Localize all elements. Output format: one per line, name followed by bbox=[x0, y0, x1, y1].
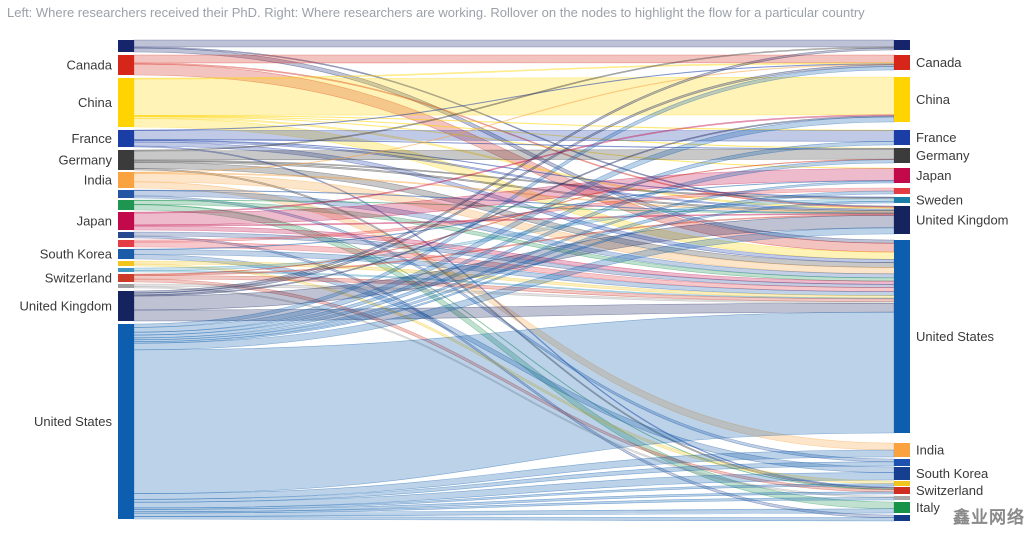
node-label-l_china: China bbox=[78, 95, 113, 110]
sankey-node-l3[interactable] bbox=[118, 232, 134, 238]
node-label-r_china: China bbox=[916, 92, 951, 107]
sankey-node-l_swiss[interactable] bbox=[118, 274, 134, 282]
sankey-node-r_swiss[interactable] bbox=[894, 487, 910, 494]
node-label-l_japan: Japan bbox=[77, 214, 112, 229]
sankey-node-l_usa[interactable] bbox=[118, 324, 134, 519]
sankey-node-r_italy[interactable] bbox=[894, 502, 910, 513]
node-label-r_sweden: Sweden bbox=[916, 193, 963, 208]
node-label-r_india: India bbox=[916, 443, 945, 458]
sankey-node-r0[interactable] bbox=[894, 40, 910, 50]
sankey-node-r_india[interactable] bbox=[894, 443, 910, 457]
sankey-node-l2[interactable] bbox=[118, 200, 134, 210]
sankey-node-r1[interactable] bbox=[894, 188, 910, 194]
sankey-node-r_japan[interactable] bbox=[894, 168, 910, 183]
sankey-node-l_china[interactable] bbox=[118, 78, 134, 127]
sankey-node-r_korea[interactable] bbox=[894, 467, 910, 480]
sankey-node-l_germany[interactable] bbox=[118, 150, 134, 170]
node-label-r_korea: South Korea bbox=[916, 466, 989, 481]
sankey-node-r_china[interactable] bbox=[894, 77, 910, 122]
sankey-node-r_france[interactable] bbox=[894, 130, 910, 145]
node-label-l_usa: United States bbox=[34, 414, 113, 429]
node-label-r_france: France bbox=[916, 130, 956, 145]
sankey-link-l0-r0 bbox=[133, 39, 895, 48]
sankey-node-r_canada[interactable] bbox=[894, 55, 910, 70]
node-label-l_uk: United Kingdom bbox=[20, 299, 113, 314]
node-label-l_swiss: Switzerland bbox=[45, 271, 112, 286]
sankey-node-l0[interactable] bbox=[118, 40, 134, 52]
node-label-r_japan: Japan bbox=[916, 168, 951, 183]
watermark: 鑫业网络 bbox=[953, 508, 1025, 527]
node-label-r_germany: Germany bbox=[916, 148, 970, 163]
sankey-node-l1[interactable] bbox=[118, 190, 134, 198]
sankey-link-l_china-r_china bbox=[133, 76, 895, 116]
sankey-node-r5[interactable] bbox=[894, 515, 910, 521]
sankey-node-l_canada[interactable] bbox=[118, 55, 134, 75]
sankey-node-r_germany[interactable] bbox=[894, 148, 910, 163]
sankey-node-l_uk[interactable] bbox=[118, 291, 134, 321]
sankey-node-r_sweden[interactable] bbox=[894, 197, 910, 203]
sankey-node-l_india[interactable] bbox=[118, 172, 134, 188]
sankey-node-r3[interactable] bbox=[894, 481, 910, 486]
sankey-link-l_usa-r5 bbox=[133, 516, 895, 522]
sankey-node-l4[interactable] bbox=[118, 240, 134, 247]
node-label-r_italy: Italy bbox=[916, 500, 940, 515]
sankey-node-l7[interactable] bbox=[118, 284, 134, 288]
node-label-r_uk: United Kingdom bbox=[916, 213, 1009, 228]
sankey-node-l_korea[interactable] bbox=[118, 249, 134, 259]
sankey-node-r_uk[interactable] bbox=[894, 206, 910, 234]
sankey-link-l_canada-r_canada bbox=[133, 54, 895, 64]
node-label-r_swiss: Switzerland bbox=[916, 483, 983, 498]
node-label-l_india: India bbox=[84, 173, 113, 188]
sankey-node-r_usa[interactable] bbox=[894, 240, 910, 433]
sankey-node-l5[interactable] bbox=[118, 261, 134, 266]
node-label-l_france: France bbox=[72, 131, 112, 146]
node-label-l_korea: South Korea bbox=[40, 247, 113, 262]
sankey-node-l_france[interactable] bbox=[118, 130, 134, 147]
sankey-node-l6[interactable] bbox=[118, 268, 134, 272]
chart-title: Left: Where researchers received their P… bbox=[7, 5, 865, 20]
node-label-r_usa: United States bbox=[916, 329, 995, 344]
sankey-node-r4[interactable] bbox=[894, 496, 910, 500]
sankey-node-r2[interactable] bbox=[894, 459, 910, 466]
node-label-r_canada: Canada bbox=[916, 55, 962, 70]
sankey-link-l_uk-r_uk bbox=[133, 215, 895, 311]
node-label-l_canada: Canada bbox=[66, 58, 112, 73]
sankey-node-l_japan[interactable] bbox=[118, 212, 134, 230]
node-label-l_germany: Germany bbox=[59, 153, 113, 168]
